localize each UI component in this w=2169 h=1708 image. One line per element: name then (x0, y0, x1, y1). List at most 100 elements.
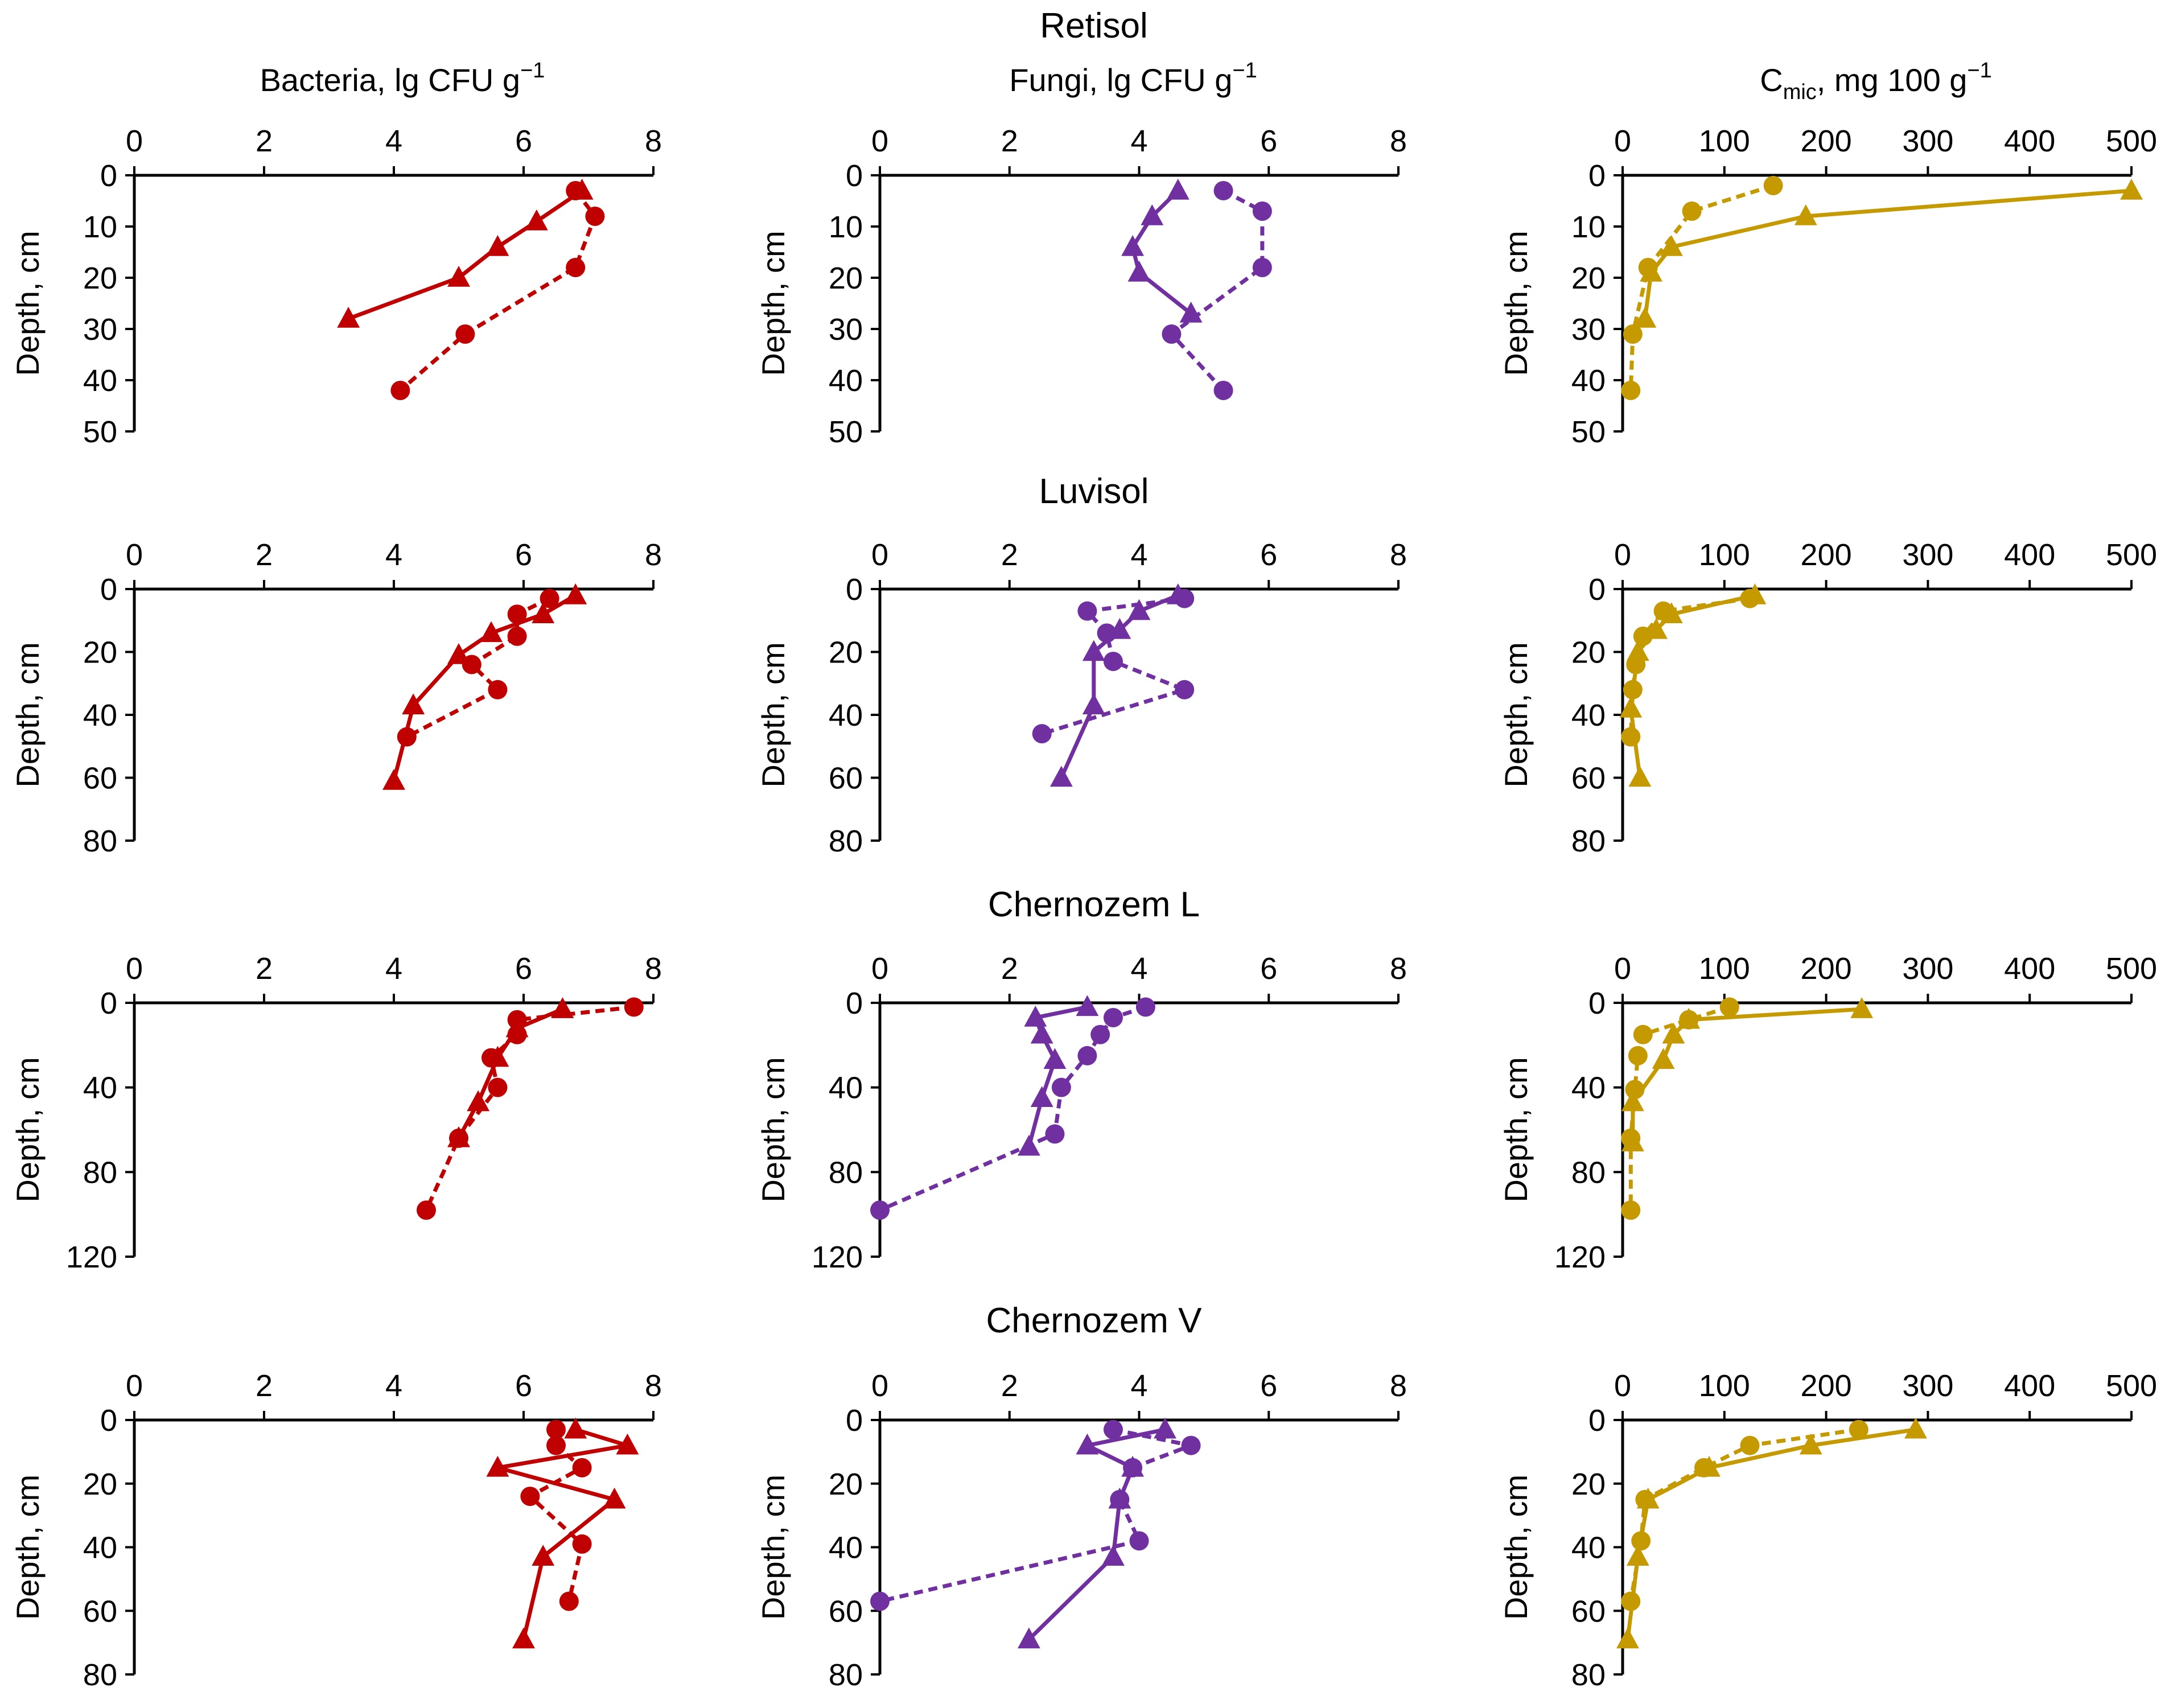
y-tick-label: 80 (1571, 1658, 1606, 1692)
x-tick-label: 8 (645, 124, 662, 158)
point-circle (1252, 258, 1272, 277)
y-tick-label: 30 (1571, 312, 1606, 347)
series-line-circle-dashed (1628, 183, 1774, 391)
point-triangle (467, 1090, 490, 1112)
point-circle (1252, 201, 1272, 221)
x-tick-label: 500 (2106, 952, 2157, 986)
y-tick-label: 60 (829, 1594, 863, 1628)
y-tick-label: 60 (83, 762, 117, 796)
y-axis-title: Depth, cm (755, 1475, 791, 1620)
series-line-triangle-solid (1628, 593, 1756, 778)
x-tick-label: 200 (1801, 1369, 1852, 1403)
y-tick-label: 40 (83, 1071, 117, 1105)
x-tick-label: 2 (1001, 1369, 1018, 1403)
y-tick-label: 120 (1554, 1240, 1606, 1274)
x-tick-label: 400 (2004, 1369, 2055, 1403)
point-circle (1694, 1458, 1714, 1477)
point-circle (1638, 258, 1658, 277)
series-line-circle-dashed (1628, 596, 1751, 737)
point-circle (1763, 176, 1783, 195)
series-line-circle-dashed (526, 1429, 586, 1602)
series-line-triangle-solid (1643, 188, 2132, 319)
y-tick-label: 80 (1571, 1155, 1606, 1190)
y-tick-label: 80 (829, 1658, 863, 1692)
y-tick-label: 20 (829, 636, 863, 670)
point-circle (559, 1591, 579, 1611)
y-tick-label: 60 (83, 1594, 117, 1628)
point-circle (1849, 1419, 1868, 1439)
point-triangle (1154, 1417, 1176, 1439)
y-tick-label: 40 (83, 698, 117, 732)
x-tick-label: 300 (1902, 1369, 1953, 1403)
x-tick-label: 2 (1001, 124, 1018, 158)
point-circle (507, 626, 527, 646)
point-circle (1621, 381, 1641, 400)
point-triangle (1799, 1433, 1822, 1455)
point-triangle (486, 235, 509, 256)
y-tick-label: 0 (1588, 986, 1606, 1020)
y-tick-label: 80 (1571, 824, 1606, 858)
point-circle (1682, 201, 1702, 221)
point-triangle (1166, 179, 1190, 200)
y-tick-label: 20 (829, 1467, 863, 1501)
y-tick-label: 50 (829, 415, 863, 449)
y-tick-label: 10 (829, 210, 863, 244)
point-circle (397, 727, 417, 747)
column-title-1: Fungi, lg CFU g−1 (1009, 59, 1257, 98)
y-tick-label: 30 (829, 312, 863, 347)
point-circle (1213, 381, 1233, 400)
point-circle (1623, 324, 1643, 344)
row-title-retisol: Retisol (1040, 6, 1148, 46)
series-line-circle-dashed (399, 189, 598, 392)
y-tick-label: 0 (846, 1404, 863, 1438)
point-circle (566, 258, 586, 277)
y-tick-label: 120 (66, 1240, 117, 1274)
x-tick-label: 8 (1390, 124, 1407, 158)
point-triangle (1076, 1433, 1099, 1455)
x-tick-label: 6 (515, 1369, 532, 1403)
x-tick-label: 8 (645, 538, 662, 572)
point-triangle (1127, 599, 1151, 620)
point-circle (507, 604, 527, 624)
y-tick-label: 60 (1571, 1594, 1606, 1628)
point-triangle (402, 693, 425, 715)
x-tick-label: 4 (1130, 1369, 1147, 1403)
y-tick-label: 80 (83, 1658, 117, 1692)
panel-luvisol-cmic: 0 100 200 300 400 500 0 20 40 60 80 Depth, cm (1498, 538, 2157, 858)
y-axis-title: Depth, cm (1498, 1057, 1534, 1202)
y-tick-label: 60 (829, 762, 863, 796)
y-tick-label: 10 (83, 210, 117, 244)
point-circle (1679, 1010, 1699, 1030)
point-triangle (447, 266, 470, 287)
y-tick-label: 80 (83, 824, 117, 858)
point-triangle (1141, 204, 1164, 225)
series-line-circle-dashed (1168, 188, 1265, 392)
y-tick-label: 20 (83, 636, 117, 670)
point-circle (1621, 1591, 1641, 1611)
y-axis-title: Depth, cm (755, 231, 791, 376)
y-tick-label: 40 (829, 698, 863, 732)
point-circle (1032, 724, 1052, 744)
x-tick-label: 2 (256, 952, 273, 986)
point-triangle (603, 1487, 626, 1509)
x-tick-label: 0 (1614, 124, 1631, 158)
point-triangle (564, 1417, 587, 1439)
point-circle (546, 1419, 566, 1439)
point-triangle (1794, 204, 1817, 225)
point-circle (1162, 324, 1182, 344)
x-tick-label: 500 (2106, 124, 2157, 158)
point-circle (1077, 601, 1097, 621)
point-circle (1628, 1046, 1648, 1065)
x-tick-label: 0 (1614, 538, 1631, 572)
x-tick-label: 4 (385, 952, 402, 986)
point-circle (566, 181, 586, 200)
point-circle (1123, 1458, 1143, 1477)
point-circle (1103, 1419, 1123, 1439)
point-circle (449, 1128, 468, 1148)
point-circle (1051, 1077, 1071, 1097)
y-axis-title: Depth, cm (755, 1057, 791, 1202)
point-circle (1631, 1531, 1651, 1551)
